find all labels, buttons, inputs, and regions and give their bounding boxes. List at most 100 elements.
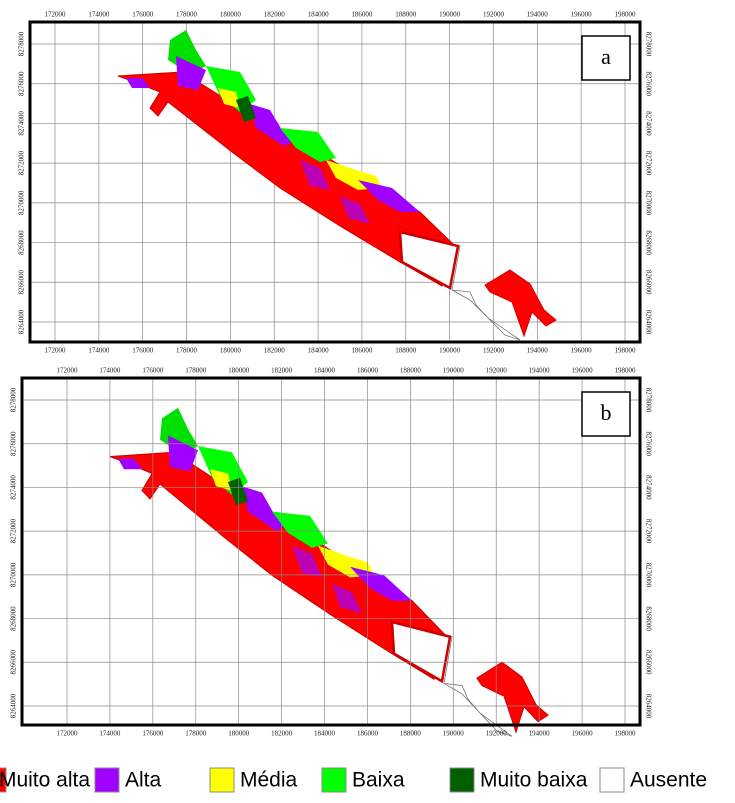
x-tick-label: 176000 xyxy=(142,367,164,375)
x-tick-label: 180000 xyxy=(228,367,250,375)
x-tick-label: 198000 xyxy=(615,347,637,355)
x-tick-label: 190000 xyxy=(443,367,465,375)
x-tick-label: 192000 xyxy=(483,347,505,355)
panel-label-box xyxy=(581,35,631,81)
y-tick-label: 8266000 xyxy=(644,270,652,295)
x-tick-label: 192000 xyxy=(486,730,508,738)
x-tick-label: 188000 xyxy=(395,11,417,19)
x-tick-label: 196000 xyxy=(572,367,594,375)
x-tick-label: 198000 xyxy=(615,367,637,375)
x-tick-label: 172000 xyxy=(57,730,79,738)
x-tick-label: 194000 xyxy=(529,367,551,375)
y-tick-label: 8270000 xyxy=(18,190,26,215)
y-tick-label: 8278000 xyxy=(10,387,18,412)
y-tick-label: 8266000 xyxy=(18,270,26,295)
x-tick-label: 188000 xyxy=(400,367,422,375)
zones-b xyxy=(108,406,550,738)
x-tick-label: 190000 xyxy=(439,11,461,19)
y-tick-label: 8278000 xyxy=(18,31,26,56)
y-tick-label: 8276000 xyxy=(644,71,652,96)
x-tick-label: 188000 xyxy=(395,347,417,355)
x-tick-label: 172000 xyxy=(45,11,67,19)
y-tick-label: 8276000 xyxy=(644,431,652,456)
x-tick-label: 176000 xyxy=(132,11,154,19)
y-tick-label: 8278000 xyxy=(644,388,652,413)
y-tick-label: 8264000 xyxy=(10,693,18,718)
y-tick-label: 8264000 xyxy=(644,310,652,335)
x-tick-label: 186000 xyxy=(351,11,373,19)
x-tick-label: 184000 xyxy=(308,11,330,19)
x-tick-label: 178000 xyxy=(185,730,207,738)
panel-label: b xyxy=(601,400,612,425)
x-tick-label: 188000 xyxy=(400,730,422,738)
y-tick-label: 8272000 xyxy=(644,151,652,176)
x-tick-label: 180000 xyxy=(220,11,242,19)
x-tick-label: 184000 xyxy=(314,730,336,738)
x-tick-label: 174000 xyxy=(99,730,121,738)
x-tick-label: 182000 xyxy=(271,367,293,375)
y-tick-label: 8272000 xyxy=(10,518,18,543)
x-tick-label: 174000 xyxy=(88,347,110,355)
x-tick-label: 172000 xyxy=(45,347,67,355)
y-tick-label: 8268000 xyxy=(644,606,652,631)
legend-label: Ausente xyxy=(630,769,707,792)
y-tick-label: 8266000 xyxy=(644,650,652,675)
x-tick-label: 192000 xyxy=(483,11,505,19)
y-tick-label: 8274000 xyxy=(10,475,18,500)
x-tick-label: 178000 xyxy=(185,367,207,375)
legend-swatch xyxy=(449,767,475,793)
y-tick-label: 8276000 xyxy=(18,71,26,96)
x-tick-label: 184000 xyxy=(308,347,330,355)
y-tick-label: 8278000 xyxy=(644,32,652,57)
y-tick-label: 8272000 xyxy=(644,519,652,544)
y-tick-label: 8264000 xyxy=(18,309,26,334)
y-tick-label: 8274000 xyxy=(18,111,26,136)
y-tick-label: 8272000 xyxy=(18,150,26,175)
y-tick-label: 8268000 xyxy=(644,230,652,255)
x-tick-label: 180000 xyxy=(220,347,242,355)
legend-label: Alta xyxy=(125,769,162,792)
zones-a xyxy=(116,28,558,342)
y-tick-label: 8274000 xyxy=(644,111,652,136)
x-tick-label: 182000 xyxy=(271,730,293,738)
y-tick-label: 8270000 xyxy=(644,563,652,588)
x-tick-label: 176000 xyxy=(142,730,164,738)
legend-swatch xyxy=(94,767,120,793)
y-tick-label: 8270000 xyxy=(10,562,18,587)
x-tick-label: 182000 xyxy=(264,347,286,355)
y-tick-label: 8268000 xyxy=(10,606,18,631)
legend-label: Baixa xyxy=(352,769,405,792)
x-tick-label: 192000 xyxy=(486,367,508,375)
legend-swatch xyxy=(209,767,235,793)
legend-label: Média xyxy=(240,769,298,792)
y-tick-label: 8268000 xyxy=(18,230,26,255)
x-tick-label: 198000 xyxy=(615,730,637,738)
y-tick-label: 8270000 xyxy=(644,191,652,216)
x-tick-label: 174000 xyxy=(88,11,110,19)
panel-label: a xyxy=(601,44,611,69)
x-tick-label: 196000 xyxy=(571,347,593,355)
x-tick-label: 198000 xyxy=(615,11,637,19)
x-tick-label: 176000 xyxy=(132,347,154,355)
y-tick-label: 8274000 xyxy=(644,475,652,500)
x-tick-label: 174000 xyxy=(99,367,121,375)
x-tick-label: 180000 xyxy=(228,730,250,738)
x-tick-label: 186000 xyxy=(357,730,379,738)
legend-label: Muito alta xyxy=(0,769,90,792)
y-tick-label: 8264000 xyxy=(644,694,652,719)
x-tick-label: 194000 xyxy=(527,347,549,355)
legend-swatch xyxy=(0,767,7,793)
x-tick-label: 190000 xyxy=(443,730,465,738)
map-frame xyxy=(20,376,642,727)
x-tick-label: 186000 xyxy=(351,347,373,355)
legend-swatch xyxy=(599,767,625,793)
map-frame xyxy=(28,20,642,344)
x-tick-label: 190000 xyxy=(439,347,461,355)
x-tick-label: 194000 xyxy=(527,11,549,19)
legend-swatch xyxy=(321,767,347,793)
x-tick-label: 178000 xyxy=(176,347,198,355)
x-tick-label: 184000 xyxy=(314,367,336,375)
legend-label: Muito baixa xyxy=(480,769,588,792)
x-tick-label: 194000 xyxy=(529,730,551,738)
